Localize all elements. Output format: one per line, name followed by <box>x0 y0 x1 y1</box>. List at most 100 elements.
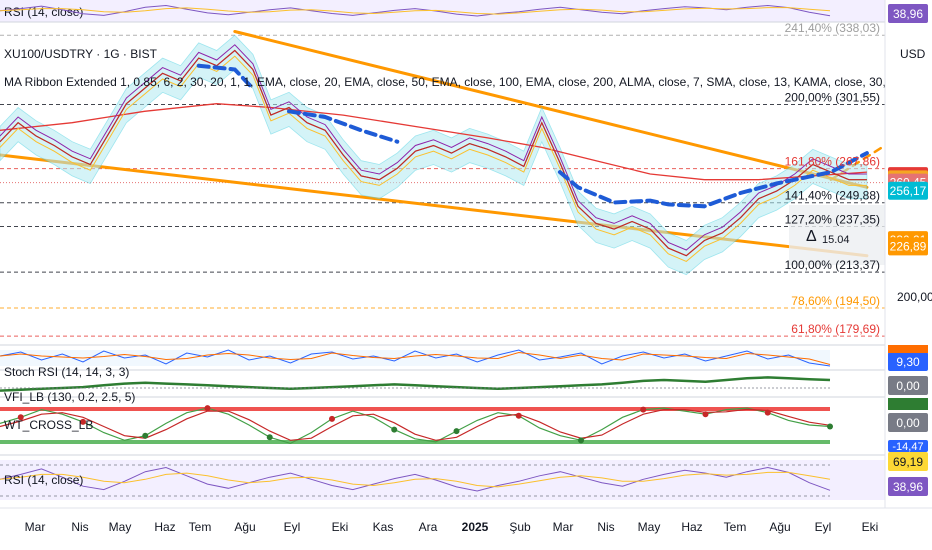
channel-upper-line[interactable] <box>233 30 869 189</box>
rsi-pane-band <box>0 460 885 500</box>
wt-cross-dot <box>764 409 771 416</box>
time-tick-label: Haz <box>154 520 175 534</box>
wt2-line <box>0 408 831 441</box>
wt-cross-dot <box>17 414 24 421</box>
time-tick-label: Eki <box>332 520 349 534</box>
ribbon-legend[interactable]: MA Ribbon Extended 1, 0.85, 6, 2, 30, 20… <box>4 75 932 89</box>
wt-cross-dot <box>391 426 398 433</box>
fib-label: 78,60% (194,50) <box>791 294 880 308</box>
wt-cross-pane <box>0 405 833 445</box>
price-tag-box <box>888 237 928 256</box>
top-rsi-value: 38,96 <box>893 7 923 21</box>
kama-dashed-line <box>557 151 869 209</box>
wt-cross-dot <box>142 432 149 439</box>
rsi-ma-line <box>0 471 831 488</box>
wt-title[interactable]: WT_CROSS_LB <box>4 418 93 432</box>
time-tick-label: Şub <box>509 520 531 534</box>
wt-cross-dot <box>266 434 273 441</box>
wt-cross-dot <box>515 412 522 419</box>
time-tick-label: Mar <box>25 520 46 534</box>
time-tick-label: May <box>638 520 661 534</box>
measure-triangle-icon: Δ <box>806 228 817 245</box>
fib-label: 161,80% (267,86) <box>785 155 880 169</box>
top-rsi-line <box>0 4 831 17</box>
measure-label: 15.04 <box>822 234 850 246</box>
wt-cross-dot <box>80 418 86 425</box>
fibonacci-labels: 241,40% (338,03) 200,00% (301,55) 161,80% … <box>785 21 880 336</box>
vfi-line <box>0 376 831 392</box>
price-tag-text: 256,17 <box>890 184 927 198</box>
vfi-title[interactable]: VFI_LB (130, 0.2, 2.5, 5) <box>4 390 135 404</box>
price-tags: 263,89262,20261,59260,45256,17230,21226,… <box>888 167 928 256</box>
ribbon-ma-line <box>0 55 867 262</box>
fib-label: 200,00% (301,55) <box>785 91 880 105</box>
ribbon-ma-line <box>0 44 867 251</box>
wt-value: 0,00 <box>896 416 920 430</box>
wt-cross-dot <box>204 405 211 412</box>
wt-cross-dot <box>578 437 584 444</box>
time-tick-label: Ara <box>419 520 438 534</box>
time-tick-label: Kas <box>373 520 394 534</box>
wt-overbought-band <box>0 407 830 411</box>
time-tick-label: Eyl <box>284 520 301 534</box>
vfi-pane <box>0 376 831 392</box>
wt-cross-dot <box>640 406 647 413</box>
fib-label: 241,40% (338,03) <box>785 21 880 35</box>
time-tick-label: Haz <box>681 520 702 534</box>
price-series <box>0 34 869 276</box>
measure-box[interactable] <box>789 205 885 265</box>
wt-cross-dot <box>329 415 335 422</box>
stoch-value: 9,30 <box>896 355 920 369</box>
price-tag-text: 226,89 <box>890 239 927 253</box>
rsi-pane <box>0 464 831 497</box>
wt-oversold-band <box>0 440 830 444</box>
wt-cross-dot <box>827 423 833 430</box>
top-rsi-tag <box>888 4 928 23</box>
scale-label-200: 200,00 <box>897 290 932 304</box>
top-rsi-ma-line <box>0 7 831 15</box>
time-tick-label: Eki <box>862 520 879 534</box>
stoch-title[interactable]: Stoch RSI (14, 14, 3, 3) <box>4 365 129 379</box>
fibonacci-lines <box>0 34 885 337</box>
time-tick-label: May <box>109 520 132 534</box>
time-axis[interactable]: Mar Nis May Haz Tem Ağu Eyl Eki Kas Ara 2025 Şub Mar… <box>25 520 879 534</box>
time-tick-label: Tem <box>724 520 747 534</box>
time-tick-label: Mar <box>553 520 574 534</box>
fib-label: 141,40% (249,88) <box>785 189 880 203</box>
rsi-upper-value: 69,19 <box>893 455 923 469</box>
kama-dashed-line <box>287 109 400 144</box>
rsi-value: 38,96 <box>893 480 923 494</box>
vfi-value: 0,00 <box>896 379 920 393</box>
vfi-tag <box>888 376 928 395</box>
wt-cross-dot <box>702 411 709 418</box>
time-tick-label: Eyl <box>815 520 832 534</box>
top-rsi-lines <box>0 4 831 17</box>
fib-label: 127,20% (237,35) <box>785 213 880 227</box>
kama-dashed-line <box>196 63 255 91</box>
wt-cross-dot <box>453 428 460 435</box>
rsi-title[interactable]: RSI (14, close) <box>4 473 83 487</box>
wt-tag2 <box>888 440 928 452</box>
fib-label: 100,00% (213,37) <box>785 258 880 272</box>
stoch-d-line <box>0 351 831 365</box>
stoch-tag-accent <box>888 345 928 353</box>
rsi-tag <box>888 477 928 496</box>
time-tick-label: 2025 <box>462 520 489 534</box>
ema-slow-line <box>0 103 867 181</box>
close-line <box>0 49 867 257</box>
rsi-line <box>0 466 831 492</box>
wt-value2: -14,47 <box>892 441 923 453</box>
stoch-band <box>0 350 830 366</box>
time-tick-label: Nis <box>71 520 88 534</box>
time-tick-label: Tem <box>189 520 212 534</box>
channel-extension-line[interactable] <box>829 144 887 181</box>
stoch-tag <box>888 352 928 371</box>
vfi-tag-accent <box>888 398 928 410</box>
stoch-rsi-pane <box>0 349 831 367</box>
price-tag-box <box>888 181 928 200</box>
time-tick-label: Ağu <box>234 520 255 534</box>
symbol-title[interactable]: XU100/USDTRY · 1G · BIST <box>4 47 158 61</box>
wt-tag <box>888 413 928 432</box>
rsi-upper-tag <box>888 452 928 471</box>
